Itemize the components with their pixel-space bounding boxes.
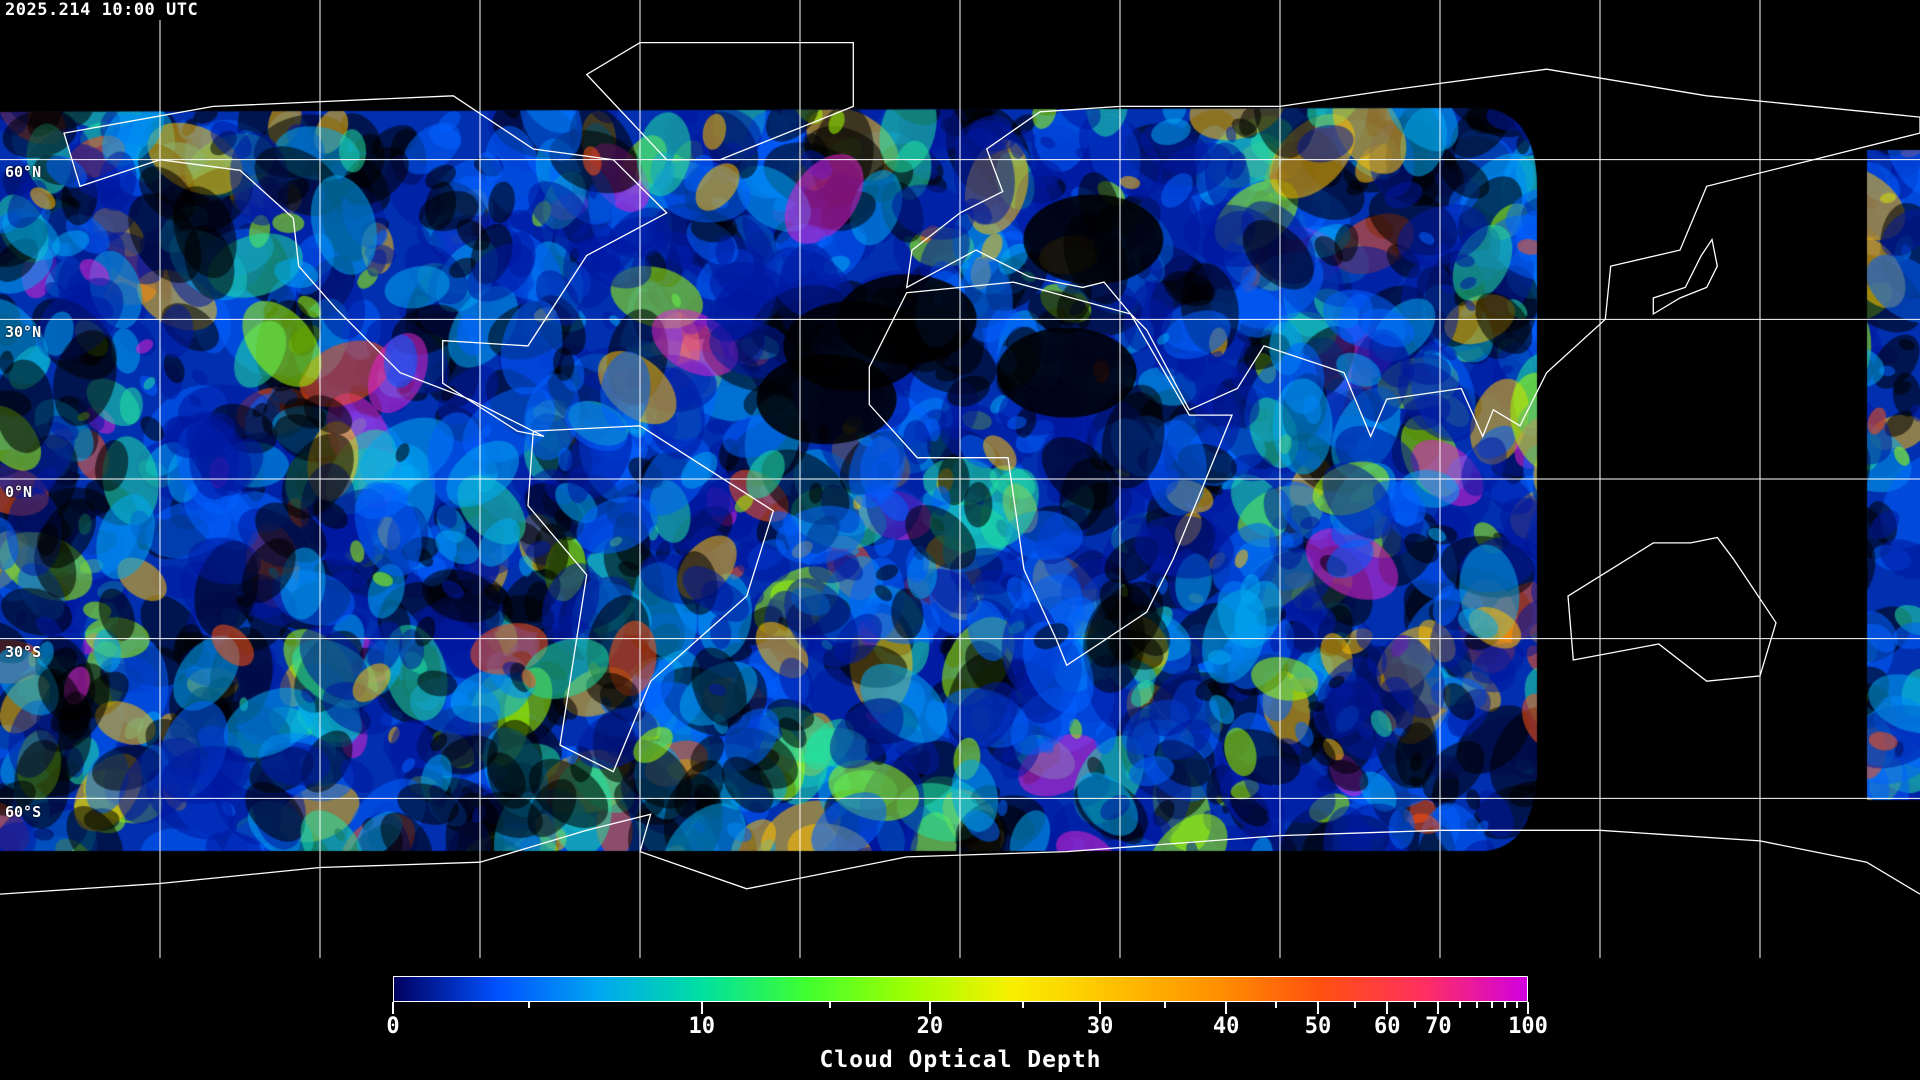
coastline-australia <box>1567 536 1777 682</box>
timestamp: 2025.214 10:00 UTC <box>2 0 202 20</box>
colorbar-major-tick <box>1317 1002 1320 1014</box>
lat-label-60s: 60°S <box>5 803 42 821</box>
graticule <box>0 0 1920 958</box>
colorbar-minor-tick <box>1490 1002 1493 1008</box>
colorbar-major-tick <box>1386 1002 1389 1014</box>
colorbar-minor-tick <box>1275 1002 1278 1008</box>
colorbar-major-tick <box>1225 1002 1228 1014</box>
lat-label-equator: 0°N <box>5 483 33 501</box>
colorbar-major-tick <box>1437 1002 1440 1014</box>
map-overlay <box>0 0 1920 958</box>
colorbar-tick-label: 0 <box>386 1014 400 1039</box>
coastline-africa <box>868 281 1233 667</box>
colorbar-tick-label: 50 <box>1304 1014 1332 1039</box>
coastlines <box>0 41 1920 895</box>
colorbar-minor-tick <box>1413 1002 1416 1008</box>
colorbar-major-tick <box>1099 1002 1102 1014</box>
colorbar-major-tick <box>392 1002 394 1014</box>
colorbar-ticks: 0 10 20 30 40 50 60 70 100 <box>386 1002 1548 1042</box>
lat-label-30s: 30°S <box>5 643 42 661</box>
colorbar-tick-label: 70 <box>1425 1014 1452 1039</box>
colorbar <box>393 976 1528 1002</box>
colorbar-tick-label: 100 <box>1508 1014 1548 1039</box>
cloud-optical-depth-map: 60°N 30°N 0°N 30°S 60°S <box>0 0 1920 958</box>
colorbar-minor-tick <box>828 1002 831 1008</box>
lat-label-30n: 30°N <box>5 323 42 341</box>
colorbar-major-tick <box>1527 1002 1529 1014</box>
colorbar-minor-tick <box>1021 1002 1024 1008</box>
colorbar-tick-label: 20 <box>916 1014 944 1039</box>
coastline-eurasia <box>905 68 1920 439</box>
lat-label-60n: 60°N <box>5 163 42 181</box>
colorbar-major-tick <box>700 1002 703 1014</box>
colorbar-minor-tick <box>1504 1002 1507 1008</box>
colorbar-minor-tick <box>1515 1002 1518 1008</box>
colorbar-major-tick <box>928 1002 931 1014</box>
coastline-south-america <box>527 425 775 773</box>
colorbar-tick-label: 60 <box>1374 1014 1401 1039</box>
colorbar-tick-label: 40 <box>1212 1014 1240 1039</box>
colorbar-tick-label: 10 <box>688 1014 715 1039</box>
coastline-north-america <box>63 95 668 438</box>
coastline-greenland <box>585 41 854 161</box>
colorbar-minor-tick <box>528 1002 531 1008</box>
coastline-antarctica <box>0 813 1920 895</box>
coastline-japan <box>1652 237 1718 316</box>
colorbar-minor-tick <box>1475 1002 1478 1008</box>
colorbar-minor-tick <box>1458 1002 1461 1008</box>
colorbar-tick-label: 30 <box>1086 1014 1114 1039</box>
colorbar-minor-tick <box>1163 1002 1166 1008</box>
colorbar-title: Cloud Optical Depth <box>819 1047 1102 1073</box>
colorbar-minor-tick <box>1354 1002 1357 1008</box>
